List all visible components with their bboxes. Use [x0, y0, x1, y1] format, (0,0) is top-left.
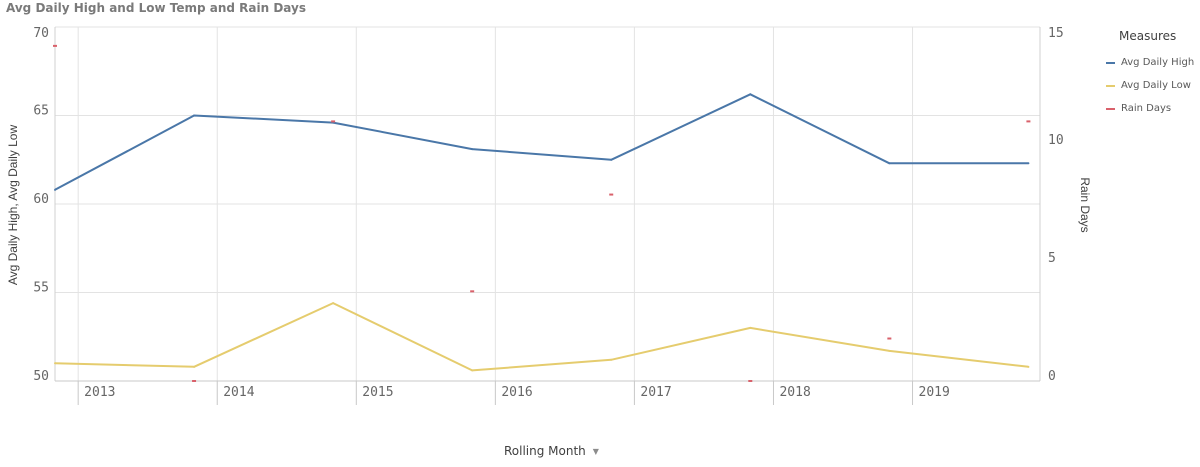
legend-title: Measures: [1119, 29, 1177, 43]
y-tick-label: 55: [33, 281, 49, 296]
avg-daily-low-point: [54, 362, 56, 365]
legend-label-avg-daily-high: Avg Daily High: [1121, 57, 1195, 68]
legend-label-avg-daily-low: Avg Daily Low: [1121, 80, 1191, 91]
chart-title: Avg Daily High and Low Temp and Rain Day…: [6, 1, 306, 15]
avg-daily-high-point: [610, 158, 613, 161]
legend-item-avg-daily-high[interactable]: Avg Daily High: [1090, 51, 1198, 74]
avg-daily-high-point: [471, 148, 474, 151]
rain-days-marker: [609, 193, 614, 196]
avg-daily-high-point: [54, 188, 56, 191]
y2-tick-label: 10: [1048, 133, 1064, 148]
avg-daily-high-line: [54, 93, 1029, 191]
x-tick-label: 2015: [362, 385, 393, 400]
y2-tick-label: 15: [1048, 26, 1064, 41]
x-tick-label: 2018: [779, 385, 810, 400]
caret-down-icon: ▼: [592, 447, 599, 456]
y-axis-title: Avg Daily High, Avg Daily Low: [6, 125, 20, 286]
avg-daily-low-point: [471, 369, 474, 372]
rain-days-marker: [887, 337, 892, 340]
rain-days-marker: [1026, 120, 1031, 123]
x-axis-title-dropdown[interactable]: Rolling Month ▼: [504, 444, 599, 458]
y-tick-label: 60: [33, 192, 49, 207]
avg-daily-low-point: [749, 326, 752, 329]
rain-days-marker: [331, 120, 336, 123]
rain-days-marker: [192, 380, 197, 382]
y-tick-label: 50: [33, 369, 49, 384]
rain-days-marker: [748, 380, 753, 382]
rain-days-marker: [53, 44, 57, 47]
x-tick-label: 2013: [84, 385, 115, 400]
y2-axis-title: Rain Days: [1078, 177, 1092, 232]
legend-swatch-rain-days: [1106, 107, 1115, 110]
avg-daily-high-point: [193, 114, 196, 117]
x-tick-label: 2019: [919, 385, 950, 400]
rain-days-marker: [470, 290, 475, 293]
legend-swatch-avg-daily-low: [1106, 84, 1115, 87]
legend-swatch-avg-daily-high: [1106, 61, 1115, 64]
x-tick-label: 2016: [501, 385, 532, 400]
avg-daily-low-point: [610, 358, 613, 361]
avg-daily-low-line: [54, 302, 1029, 372]
avg-daily-low-point: [332, 302, 335, 305]
legend: Measures Avg Daily High Avg Daily Low Ra…: [1090, 29, 1198, 120]
y2-tick-label: 0: [1048, 369, 1056, 384]
avg-daily-low-point: [888, 349, 891, 352]
legend-item-avg-daily-low[interactable]: Avg Daily Low: [1090, 74, 1198, 97]
avg-daily-high-point: [749, 93, 752, 96]
y-tick-label: 65: [33, 104, 49, 119]
avg-daily-high-point: [1027, 162, 1030, 165]
x-tick-label: 2014: [223, 385, 254, 400]
x-tick-label: 2017: [640, 385, 671, 400]
avg-daily-low-point: [1027, 365, 1030, 368]
y2-tick-label: 5: [1048, 251, 1056, 266]
legend-label-rain-days: Rain Days: [1121, 103, 1172, 114]
x-axis-title: Rolling Month: [504, 444, 586, 458]
avg-daily-low-point: [193, 365, 196, 368]
legend-item-rain-days[interactable]: Rain Days: [1090, 97, 1198, 120]
avg-daily-high-point: [888, 162, 891, 165]
y-tick-label: 70: [33, 26, 49, 41]
